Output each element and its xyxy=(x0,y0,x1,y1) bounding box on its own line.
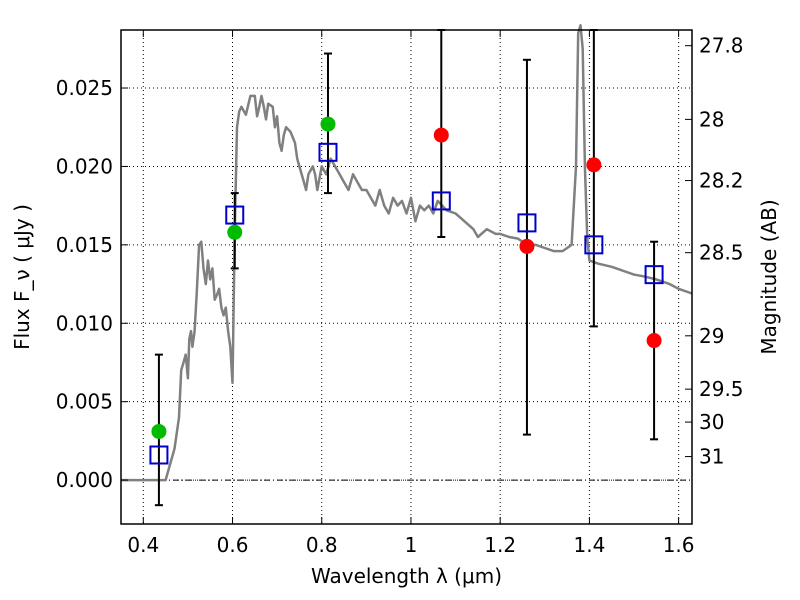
y-axis-label: Flux F_ν ( μJy ) xyxy=(10,204,34,350)
data-point-red-4 xyxy=(519,238,535,254)
y2-axis-label: Magnitude (AB) xyxy=(757,199,781,354)
y2-tick-label-2: 28.2 xyxy=(699,169,744,193)
y2-tick-label-0: 27.8 xyxy=(699,34,744,58)
markers xyxy=(149,116,664,465)
x-axis-label: Wavelength λ (μm) xyxy=(311,564,502,588)
data-point-green-1 xyxy=(227,224,243,240)
model-point-2 xyxy=(318,142,338,162)
y-tick-label-0: 0.000 xyxy=(56,468,113,492)
model-point-1 xyxy=(225,205,245,225)
data-point-green-0 xyxy=(151,423,167,439)
y2-tick-label-7: 31 xyxy=(699,445,724,469)
x-tick-label-0: 0.4 xyxy=(127,533,159,557)
y2-tick-label-1: 28 xyxy=(699,107,724,131)
sed-curve-group xyxy=(121,24,693,482)
y-tick-label-1: 0.005 xyxy=(56,390,113,414)
x-tick-label-3: 1 xyxy=(405,533,418,557)
y2-tick-label-5: 29.5 xyxy=(699,377,744,401)
x-tick-label-5: 1.4 xyxy=(573,533,605,557)
data-point-red-3 xyxy=(433,127,449,143)
plot-frame xyxy=(120,29,693,525)
data-point-red-5 xyxy=(586,157,602,173)
model-point-4 xyxy=(517,213,537,233)
data-point-green-2 xyxy=(320,116,336,132)
y2-tick-label-6: 30 xyxy=(699,410,724,434)
data-point-red-6 xyxy=(646,333,662,349)
x-tick-label-2: 0.8 xyxy=(306,533,338,557)
model-point-3 xyxy=(431,191,451,211)
model-point-0 xyxy=(149,445,169,465)
x-tick-label-4: 1.2 xyxy=(484,533,516,557)
y2-tick-label-4: 29 xyxy=(699,324,724,348)
y-tick-label-2: 0.010 xyxy=(56,311,113,335)
model-point-6 xyxy=(644,265,664,285)
sed-curve xyxy=(121,24,693,482)
y-tick-label-3: 0.015 xyxy=(56,233,113,257)
y-tick-label-4: 0.020 xyxy=(56,154,113,178)
x-tick-label-1: 0.6 xyxy=(217,533,249,557)
ticks xyxy=(121,30,692,524)
tick-labels: 0.4 0.6 0.8 1 1.2 1.4 1.6 0.000 0.005 0.010 0.015 0… xyxy=(56,34,744,557)
y2-tick-label-3: 28.5 xyxy=(699,241,744,265)
model-point-5 xyxy=(584,235,604,255)
x-tick-label-6: 1.6 xyxy=(663,533,695,557)
y-tick-label-5: 0.025 xyxy=(56,76,113,100)
